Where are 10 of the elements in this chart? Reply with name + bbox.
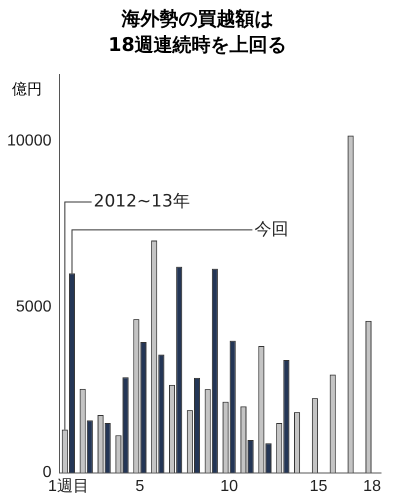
y-tick-label: 10000: [6, 132, 52, 150]
x-tick-label: 10: [220, 478, 238, 495]
chart-title: 海外勢の買越額は 18週連続時を上回る: [107, 7, 288, 58]
y-axis-title: 億円: [12, 80, 42, 99]
y-tick-label: 5000: [16, 298, 52, 316]
x-tick-label: 5: [135, 478, 144, 495]
x-tick-label: 18: [363, 478, 382, 495]
text: 今回: [254, 219, 288, 240]
x-tick-label: 15: [310, 478, 328, 495]
text: 2012~13年: [94, 191, 190, 212]
